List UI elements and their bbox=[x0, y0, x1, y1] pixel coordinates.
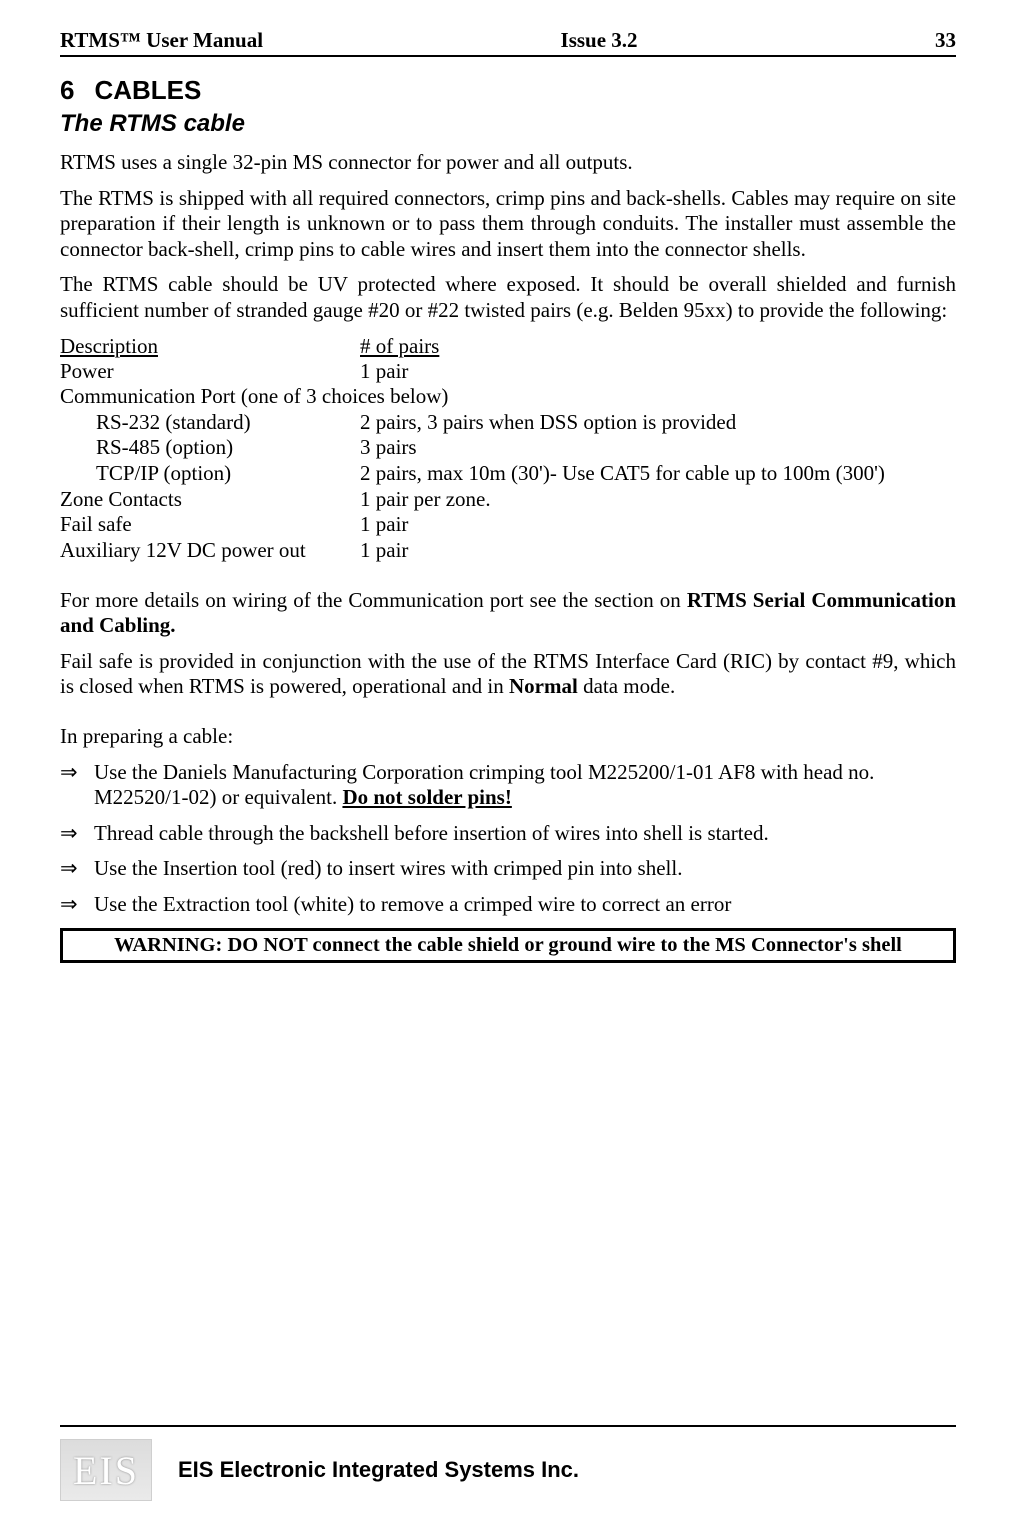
arrow-icon: ⇒ bbox=[60, 821, 94, 847]
pairs-label: Zone Contacts bbox=[60, 487, 360, 513]
pairs-value: 1 pair bbox=[360, 512, 408, 536]
text-run: Fail safe is provided in conjunction wit… bbox=[60, 649, 956, 699]
column-header-description: Description bbox=[60, 334, 360, 359]
pairs-value: 1 pair bbox=[360, 538, 408, 562]
header-right: 33 bbox=[935, 28, 956, 53]
pairs-label: RS-232 (standard) bbox=[96, 410, 360, 436]
pairs-value: 1 pair per zone. bbox=[360, 487, 491, 511]
column-header-count: # of pairs bbox=[360, 334, 439, 358]
page-footer: EIS EIS Electronic Integrated Systems In… bbox=[60, 1425, 956, 1501]
pairs-label: Fail safe bbox=[60, 512, 360, 538]
pairs-row: Communication Port (one of 3 choices bel… bbox=[60, 384, 956, 410]
pairs-row: TCP/IP (option)2 pairs, max 10m (30')- U… bbox=[60, 461, 956, 487]
list-item-text: Use the Daniels Manufacturing Corporatio… bbox=[94, 760, 956, 811]
header-left: RTMS™ User Manual bbox=[60, 28, 263, 53]
list-item-text: Use the Extraction tool (white) to remov… bbox=[94, 892, 731, 918]
section-title: CABLES bbox=[94, 75, 201, 105]
paragraph: The RTMS is shipped with all required co… bbox=[60, 186, 956, 263]
pairs-label: TCP/IP (option) bbox=[96, 461, 360, 487]
bullet-list: ⇒ Use the Daniels Manufacturing Corporat… bbox=[60, 760, 956, 918]
footer-company: EIS Electronic Integrated Systems Inc. bbox=[178, 1457, 579, 1483]
comm-port-label: Communication Port (one of 3 choices bel… bbox=[60, 384, 448, 408]
text-run: For more details on wiring of the Commun… bbox=[60, 588, 687, 612]
text-emphasis: Do not solder pins! bbox=[342, 785, 511, 809]
paragraph: In preparing a cable: bbox=[60, 724, 956, 750]
pairs-value: 3 pairs bbox=[360, 435, 417, 459]
header-center: Issue 3.2 bbox=[561, 28, 638, 53]
text-run: data mode. bbox=[578, 674, 675, 698]
list-item: ⇒ Thread cable through the backshell bef… bbox=[60, 821, 956, 847]
pairs-label: RS-485 (option) bbox=[96, 435, 360, 461]
pairs-row: Zone Contacts1 pair per zone. bbox=[60, 487, 956, 513]
list-item: ⇒ Use the Daniels Manufacturing Corporat… bbox=[60, 760, 956, 811]
pairs-row: Fail safe1 pair bbox=[60, 512, 956, 538]
pairs-label: Auxiliary 12V DC power out bbox=[60, 538, 360, 564]
eis-logo: EIS bbox=[60, 1439, 152, 1501]
pairs-row: Auxiliary 12V DC power out1 pair bbox=[60, 538, 956, 564]
paragraph: The RTMS cable should be UV protected wh… bbox=[60, 272, 956, 323]
pairs-label: Power bbox=[60, 359, 360, 385]
list-item-text: Use the Insertion tool (red) to insert w… bbox=[94, 856, 682, 882]
paragraph: Fail safe is provided in conjunction wit… bbox=[60, 649, 956, 700]
pairs-row: RS-232 (standard)2 pairs, 3 pairs when D… bbox=[60, 410, 956, 436]
list-item: ⇒ Use the Insertion tool (red) to insert… bbox=[60, 856, 956, 882]
pairs-row: Power1 pair bbox=[60, 359, 956, 385]
list-item-text: Thread cable through the backshell befor… bbox=[94, 821, 769, 847]
paragraph: For more details on wiring of the Commun… bbox=[60, 588, 956, 639]
subsection-heading: The RTMS cable bbox=[60, 110, 956, 138]
arrow-icon: ⇒ bbox=[60, 760, 94, 811]
pairs-row: RS-485 (option)3 pairs bbox=[60, 435, 956, 461]
page-header: RTMS™ User Manual Issue 3.2 33 bbox=[60, 28, 956, 57]
arrow-icon: ⇒ bbox=[60, 892, 94, 918]
pairs-table-header: Description# of pairs bbox=[60, 334, 956, 359]
text-emphasis: Normal bbox=[509, 674, 578, 698]
pairs-value: 2 pairs, max 10m (30')- Use CAT5 for cab… bbox=[360, 461, 885, 485]
arrow-icon: ⇒ bbox=[60, 856, 94, 882]
section-number: 6 bbox=[60, 75, 74, 105]
warning-box: WARNING: DO NOT connect the cable shield… bbox=[60, 928, 956, 963]
list-item: ⇒ Use the Extraction tool (white) to rem… bbox=[60, 892, 956, 918]
pairs-value: 2 pairs, 3 pairs when DSS option is prov… bbox=[360, 410, 736, 434]
section-heading: 6 CABLES bbox=[60, 75, 956, 106]
paragraph: RTMS uses a single 32-pin MS connector f… bbox=[60, 150, 956, 176]
pairs-value: 1 pair bbox=[360, 359, 408, 383]
